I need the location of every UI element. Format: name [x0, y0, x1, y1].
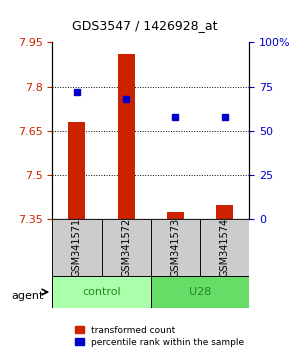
- FancyBboxPatch shape: [151, 219, 200, 276]
- Bar: [68, 122, 86, 219]
- FancyBboxPatch shape: [52, 276, 151, 308]
- Bar: [167, 212, 184, 219]
- Text: agent: agent: [12, 291, 44, 301]
- FancyBboxPatch shape: [102, 219, 151, 276]
- Text: GSM341573: GSM341573: [171, 218, 180, 278]
- FancyBboxPatch shape: [52, 219, 102, 276]
- Bar: [216, 205, 233, 219]
- Text: GDS3547 / 1426928_at: GDS3547 / 1426928_at: [72, 19, 218, 32]
- Bar: [117, 54, 135, 219]
- Text: GSM341572: GSM341572: [121, 218, 131, 278]
- FancyBboxPatch shape: [200, 219, 249, 276]
- Text: control: control: [82, 287, 121, 297]
- Text: U28: U28: [189, 287, 211, 297]
- FancyBboxPatch shape: [151, 276, 249, 308]
- Text: GSM341574: GSM341574: [220, 218, 230, 278]
- Text: GSM341571: GSM341571: [72, 218, 82, 278]
- Legend: transformed count, percentile rank within the sample: transformed count, percentile rank withi…: [72, 323, 247, 349]
